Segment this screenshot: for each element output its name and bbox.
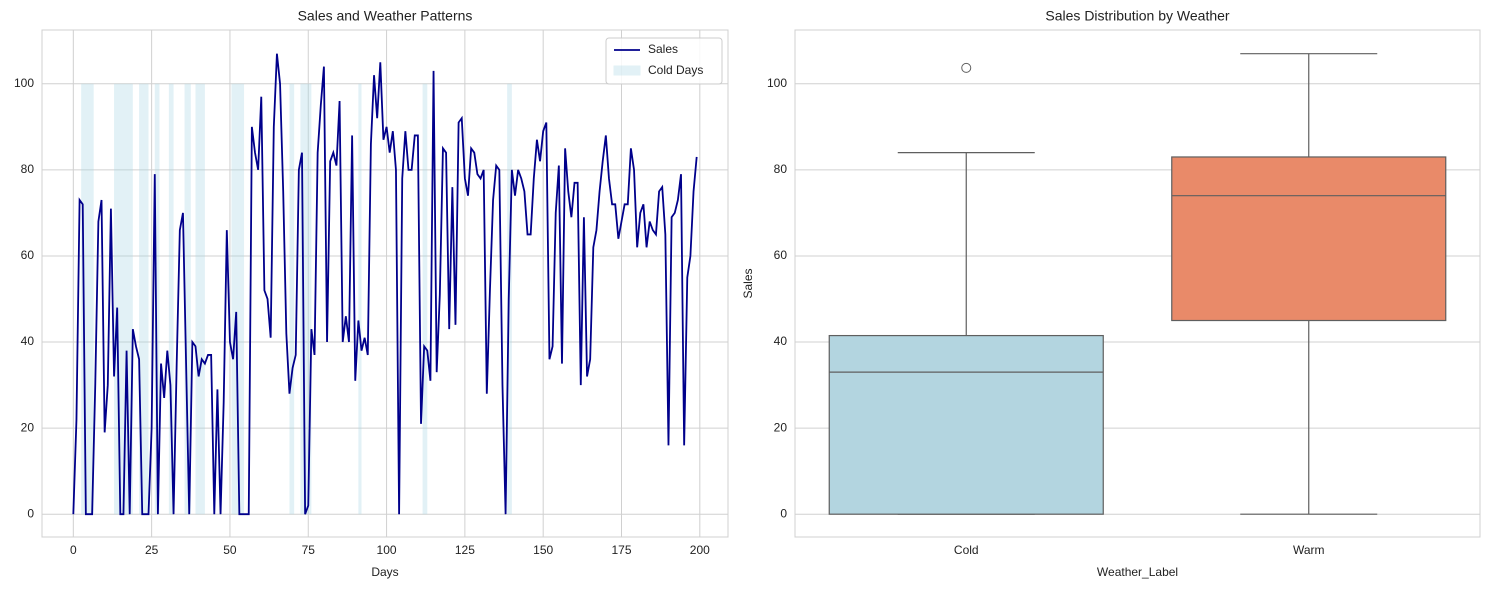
cold-band [184, 83, 191, 515]
chart-title: Sales Distribution by Weather [1045, 8, 1229, 24]
y-tick-label: 40 [774, 334, 788, 348]
x-tick-label: Cold [954, 543, 979, 557]
cold-band [300, 83, 312, 515]
x-tick-label: 200 [690, 543, 710, 557]
legend-swatch [613, 65, 641, 76]
x-tick-label: 175 [611, 543, 631, 557]
x-axis-label: Weather_Label [1097, 565, 1178, 579]
legend-label: Sales [648, 42, 678, 56]
box [1171, 156, 1447, 322]
legend-label: Cold Days [648, 63, 703, 77]
cold-band [139, 83, 149, 515]
x-axis-label: Days [371, 565, 398, 579]
cold-band [231, 83, 245, 515]
sales-line [72, 53, 698, 516]
cold-band [168, 83, 174, 515]
cold-band [289, 83, 295, 515]
y-tick-label: 80 [774, 162, 788, 176]
y-tick-label: 0 [27, 506, 34, 520]
x-tick-label: 125 [455, 543, 475, 557]
x-tick-label: 75 [302, 543, 316, 557]
cold-band [358, 83, 362, 515]
cold-band [195, 83, 205, 515]
outlier [961, 62, 972, 73]
y-tick-label: 40 [21, 334, 35, 348]
x-tick-label: Warm [1293, 543, 1325, 557]
y-tick-label: 80 [21, 162, 35, 176]
y-axis-label: Sales [741, 268, 755, 298]
x-tick-label: 100 [377, 543, 397, 557]
cold-band [422, 83, 428, 515]
y-tick-label: 100 [14, 76, 34, 90]
y-tick-label: 20 [774, 420, 788, 434]
x-tick-label: 50 [223, 543, 237, 557]
y-tick-label: 100 [767, 76, 787, 90]
y-tick-label: 60 [21, 248, 35, 262]
x-tick-label: 150 [533, 543, 553, 557]
x-tick-label: 25 [145, 543, 159, 557]
box [828, 334, 1104, 515]
y-tick-label: 60 [774, 248, 788, 262]
cold-band [154, 83, 160, 515]
x-tick-label: 0 [70, 543, 77, 557]
chart-title: Sales and Weather Patterns [298, 8, 473, 24]
y-tick-label: 20 [21, 420, 35, 434]
y-tick-label: 0 [780, 506, 787, 520]
